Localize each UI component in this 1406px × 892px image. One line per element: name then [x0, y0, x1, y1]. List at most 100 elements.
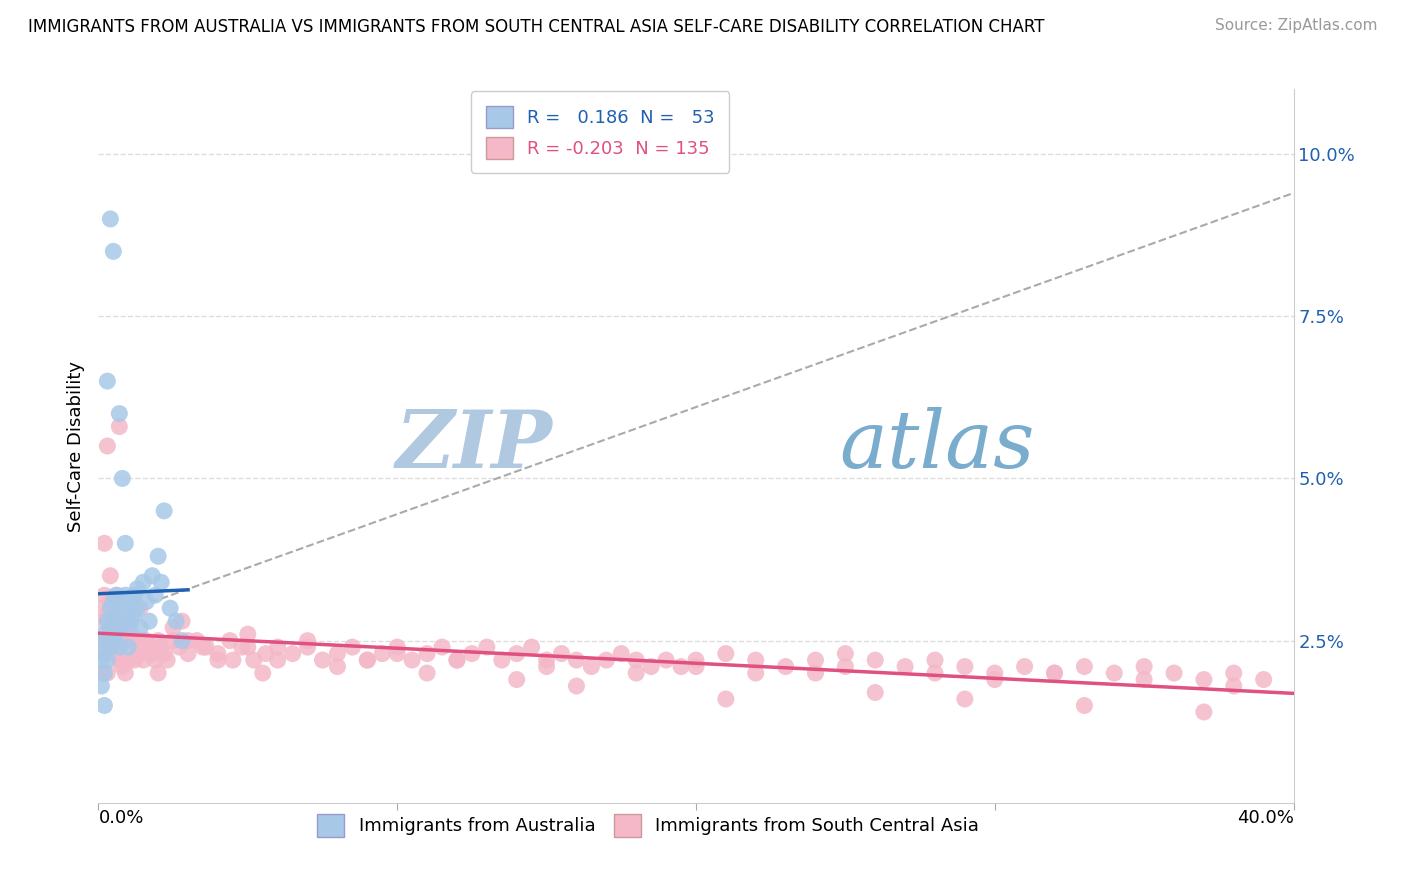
Point [177, 647, 200, 661]
Point [385, 647, 409, 661]
Point [90, 633, 112, 648]
Point [1192, 673, 1215, 687]
Point [105, 607, 128, 622]
Point [775, 659, 797, 673]
Point [834, 659, 856, 673]
Point [98, 601, 122, 615]
Point [93, 698, 115, 713]
Point [117, 621, 139, 635]
Point [1133, 659, 1156, 673]
Point [124, 653, 146, 667]
Point [93, 666, 115, 681]
Point [430, 640, 453, 654]
Point [117, 621, 139, 635]
Point [207, 653, 229, 667]
Point [143, 653, 166, 667]
Point [581, 659, 603, 673]
Point [108, 621, 131, 635]
Point [669, 659, 692, 673]
Point [1104, 666, 1126, 681]
Point [162, 621, 184, 635]
Point [108, 419, 131, 434]
Point [96, 633, 118, 648]
Point [114, 607, 136, 622]
Point [416, 647, 439, 661]
Point [536, 659, 558, 673]
Point [281, 647, 304, 661]
Point [446, 653, 468, 667]
Point [297, 640, 319, 654]
Point [93, 627, 115, 641]
Point [385, 640, 409, 654]
Point [108, 653, 131, 667]
Point [129, 601, 152, 615]
Point [714, 647, 737, 661]
Point [865, 685, 887, 699]
Point [111, 471, 134, 485]
Point [536, 653, 558, 667]
Point [745, 653, 768, 667]
Point [610, 647, 633, 661]
Point [714, 692, 737, 706]
Point [167, 640, 190, 654]
Point [117, 601, 139, 615]
Point [172, 633, 194, 648]
Point [96, 666, 118, 681]
Point [297, 633, 319, 648]
Text: IMMIGRANTS FROM AUSTRALIA VS IMMIGRANTS FROM SOUTH CENTRAL ASIA SELF-CARE DISABI: IMMIGRANTS FROM AUSTRALIA VS IMMIGRANTS … [28, 18, 1045, 36]
Point [103, 601, 125, 615]
Point [595, 653, 617, 667]
Point [98, 568, 122, 582]
Point [132, 653, 155, 667]
Point [108, 407, 131, 421]
Point [1223, 679, 1246, 693]
Point [924, 653, 946, 667]
Point [243, 653, 266, 667]
Point [153, 504, 176, 518]
Point [103, 244, 125, 259]
Point [231, 640, 253, 654]
Point [745, 666, 768, 681]
Point [685, 653, 707, 667]
Point [98, 595, 122, 609]
Point [1192, 705, 1215, 719]
Point [124, 588, 146, 602]
Point [655, 653, 678, 667]
Point [117, 640, 139, 654]
Point [103, 614, 125, 628]
Point [984, 673, 1007, 687]
Point [96, 439, 118, 453]
Point [252, 666, 274, 681]
Point [491, 653, 513, 667]
Point [96, 374, 118, 388]
Point [804, 666, 827, 681]
Point [162, 633, 184, 648]
Point [138, 640, 160, 654]
Point [1043, 666, 1066, 681]
Point [98, 627, 122, 641]
Point [124, 633, 146, 648]
Point [865, 653, 887, 667]
Point [924, 666, 946, 681]
Point [117, 614, 139, 628]
Point [111, 614, 134, 628]
Point [143, 588, 166, 602]
Y-axis label: Self-Care Disability: Self-Care Disability [66, 360, 84, 532]
Point [1043, 666, 1066, 681]
Point [150, 575, 173, 590]
Text: 0.0%: 0.0% [98, 808, 143, 827]
Point [834, 647, 856, 661]
Point [108, 621, 131, 635]
Point [132, 633, 155, 648]
Point [416, 666, 439, 681]
Point [93, 588, 115, 602]
Point [267, 640, 290, 654]
Point [1253, 673, 1275, 687]
Point [132, 575, 155, 590]
Point [103, 633, 125, 648]
Point [93, 647, 115, 661]
Text: atlas: atlas [839, 408, 1035, 484]
Point [105, 588, 128, 602]
Point [640, 659, 662, 673]
Point [93, 614, 115, 628]
